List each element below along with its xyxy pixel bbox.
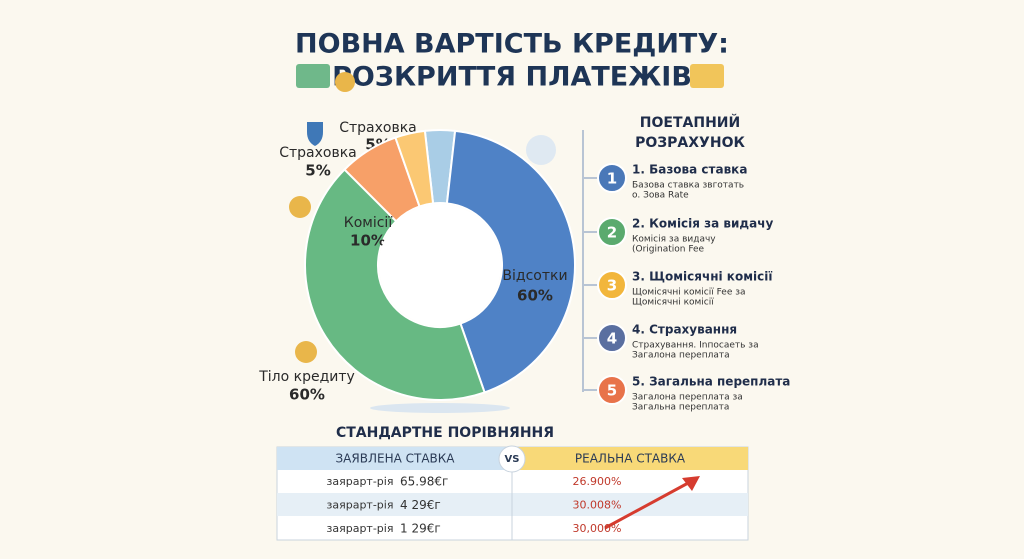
step-title: 5. Загальна переплата — [632, 375, 790, 389]
step-desc: Загалона переплата за — [632, 393, 743, 403]
step-desc: Щомісячні комісії — [632, 298, 714, 308]
arrow-head — [682, 476, 700, 491]
step-desc: Щомісячні комісії Fee за — [632, 288, 746, 298]
bag-icon — [289, 196, 311, 218]
cell: заярарт-рія — [327, 475, 394, 488]
cell: заярарт-рія — [327, 522, 394, 535]
donut-hole — [379, 204, 501, 326]
step-number: 4 — [607, 330, 617, 348]
header-cell — [277, 447, 512, 470]
table-title: СТАНДАРТНЕ ПОРІВНЯННЯ — [336, 425, 554, 441]
bag-icon — [335, 72, 355, 92]
slice-value: 5% — [305, 162, 330, 180]
donut-slice — [304, 168, 486, 401]
step-number: 1 — [607, 170, 617, 188]
step-badge — [597, 217, 627, 247]
arrow — [604, 480, 691, 530]
step-desc: Загальна переплата — [632, 403, 729, 413]
slice-label: Відсотки — [502, 268, 567, 284]
header: РЕАЛЬНА СТАВКА — [575, 452, 686, 466]
step-title: 1. Базова ставка — [632, 163, 747, 177]
donut-slice — [445, 129, 576, 394]
slice-label: Комісії — [344, 215, 393, 231]
cell: 30,000% — [573, 522, 622, 535]
cell: 1 29€г — [400, 522, 441, 536]
money-icon — [296, 64, 330, 88]
slice-value: 60% — [517, 287, 553, 305]
slice-label: Страховка — [339, 120, 417, 136]
cell: заярарт-рія — [327, 499, 394, 512]
steps-title: РОЗРАХУНОК — [635, 135, 745, 151]
percent-icon — [526, 135, 556, 165]
step-badge — [597, 323, 627, 353]
step-title: 3. Щомісячні комісії — [632, 270, 772, 284]
header-cell — [512, 447, 748, 470]
shield-icon — [307, 122, 323, 146]
cell: 30.008% — [573, 499, 622, 512]
step-desc: Комісія за видачу — [632, 235, 716, 245]
slice-value: 60% — [289, 386, 325, 404]
steps-title: ПОЕТАПНИЙ — [640, 114, 740, 131]
step-desc: Загалона переплата — [632, 351, 730, 361]
step-desc: o. Зова Rate — [632, 191, 689, 201]
step-desc: Базова ставка звготать — [632, 181, 744, 191]
step-title: 2. Комісія за видачу — [632, 217, 773, 231]
cell: 4 29€г — [400, 498, 441, 512]
slice-label: Страховка — [279, 145, 357, 161]
step-desc: (Origination Fee — [632, 245, 705, 255]
shadow — [370, 403, 510, 413]
cell: 65.98€г — [400, 475, 448, 489]
slice-value: 10% — [350, 232, 386, 250]
vs: VS — [505, 454, 520, 465]
step-number: 5 — [607, 382, 617, 400]
title-line: РОЗКРИТТЯ ПЛАТЕЖІВ — [332, 62, 692, 93]
vs-badge — [498, 445, 526, 473]
step-badge — [597, 375, 627, 405]
header: ЗАЯВЛЕНА СТАВКА — [335, 452, 455, 466]
step-number: 2 — [607, 224, 617, 242]
slice-label: Тіло кредиту — [258, 369, 355, 385]
cell: 26.900% — [573, 475, 622, 488]
title-line: ПОВНА ВАРТІСТЬ КРЕДИТУ: — [295, 29, 729, 60]
donut-slice — [394, 129, 435, 208]
step-desc: Страхування. Іnпосаеть за — [632, 341, 759, 351]
step-badge — [597, 163, 627, 193]
step-number: 3 — [607, 277, 617, 295]
step-badge — [597, 270, 627, 300]
step-title: 4. Страхування — [632, 323, 737, 337]
money-icon — [690, 64, 724, 88]
bag-icon — [295, 341, 317, 363]
